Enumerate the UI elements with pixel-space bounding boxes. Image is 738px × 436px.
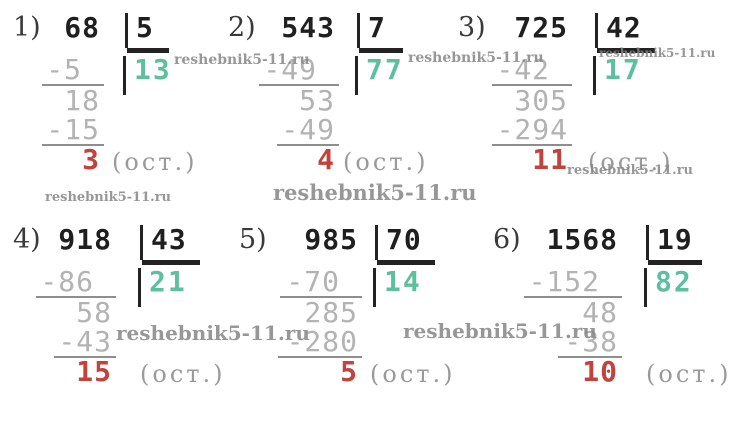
division-bracket-line: [125, 13, 128, 48]
subtraction-underline: [524, 296, 622, 298]
subtraction-underline: [558, 356, 622, 358]
partial-remainder: 53: [299, 84, 335, 117]
quotient: 82: [655, 265, 693, 298]
remainder-unit-label: (ост.): [140, 360, 226, 388]
quotient: 77: [366, 53, 404, 86]
watermark: reshebnik5-11.ru: [273, 180, 477, 205]
quotient: 13: [134, 53, 172, 86]
quotient: 14: [384, 265, 422, 298]
subtraction-underline: [54, 356, 116, 358]
subtraction-step: -49: [281, 113, 335, 146]
subtraction-underline: [36, 296, 116, 298]
watermark: reshebnik5-11.ru: [174, 52, 310, 68]
watermark: reshebnik5-11.ru: [567, 163, 694, 178]
watermark: reshebnik5-11.ru: [45, 190, 172, 205]
quotient-bracket-line: [373, 268, 376, 307]
problem-number: 2): [228, 12, 256, 43]
watermark: reshebnik5-11.ru: [403, 319, 597, 343]
remainder-unit-label: (ост.): [343, 148, 429, 176]
final-remainder: 4: [317, 143, 335, 176]
divisor: 42: [606, 11, 642, 44]
problem-number: 1): [13, 12, 41, 43]
dividend: 68: [64, 11, 100, 44]
subtraction-step: -49: [263, 53, 317, 86]
divisor: 43: [151, 223, 187, 256]
divisor: 5: [136, 11, 154, 44]
partial-remainder: 305: [514, 84, 568, 117]
divisor-underline: [127, 48, 169, 53]
watermark: reshebnik5-11.ru: [116, 321, 310, 345]
remainder-unit-label: (ост.): [588, 148, 674, 176]
division-bracket-line: [357, 13, 360, 48]
subtraction-step: -70: [286, 265, 340, 298]
subtraction-step: -5: [46, 53, 82, 86]
dividend: 918: [58, 223, 112, 256]
final-remainder: 15: [76, 355, 112, 388]
partial-remainder: 58: [76, 296, 112, 329]
remainder-unit-label: (ост.): [646, 360, 732, 388]
subtraction-underline: [259, 84, 339, 86]
partial-remainder: 18: [64, 84, 100, 117]
problem-number: 3): [458, 12, 486, 43]
division-bracket-line: [595, 13, 598, 48]
subtraction-underline: [42, 84, 104, 86]
final-remainder: 11: [532, 143, 568, 176]
divisor-underline: [648, 260, 702, 265]
quotient: 17: [604, 53, 642, 86]
division-problem-2: 2) 543 7 77 -49 53 -49 4 (ост.): [225, 10, 515, 215]
quotient: 21: [149, 265, 187, 298]
quotient-bracket-line: [644, 268, 647, 307]
divisor: 7: [368, 11, 386, 44]
subtraction-step: -86: [40, 265, 94, 298]
final-remainder: 3: [82, 143, 100, 176]
dividend: 985: [304, 223, 358, 256]
final-remainder: 10: [582, 355, 618, 388]
remainder-unit-label: (ост.): [370, 360, 456, 388]
subtraction-underline: [492, 84, 572, 86]
watermark: reshebnik5-11.ru: [408, 50, 544, 66]
final-remainder: 5: [340, 355, 358, 388]
dividend: 725: [514, 11, 568, 44]
subtraction-step: -43: [58, 325, 112, 358]
divisor-underline: [377, 260, 435, 265]
division-bracket-line: [646, 225, 649, 260]
subtraction-step: -280: [286, 325, 358, 358]
subtraction-underline: [278, 356, 362, 358]
division-problem-6: 6) 1568 19 82 -152 48 -38 10 (ост.): [490, 222, 738, 427]
problem-number: 5): [239, 224, 267, 255]
quotient-bracket-line: [138, 268, 141, 307]
subtraction-underline: [280, 296, 362, 298]
division-problem-4: 4) 918 43 21 -86 58 -43 15 (ост.): [10, 222, 300, 427]
quotient-bracket-line: [123, 56, 126, 95]
division-problem-5: 5) 985 70 14 -70 285 -280 5 (ост.): [236, 222, 526, 427]
subtraction-step: -152: [528, 265, 600, 298]
dividend: 543: [281, 11, 335, 44]
subtraction-step: -294: [496, 113, 568, 146]
divisor-underline: [359, 48, 403, 53]
watermark: reshebnik5-11.ru: [599, 46, 716, 60]
division-bracket-line: [140, 225, 143, 260]
subtraction-step: -15: [46, 113, 100, 146]
dividend: 1568: [546, 223, 618, 256]
divisor-underline: [142, 260, 200, 265]
subtraction-underline: [492, 144, 572, 146]
quotient-bracket-line: [593, 56, 596, 95]
subtraction-step: -38: [564, 325, 618, 358]
divisor-underline: [597, 48, 655, 53]
divisor: 19: [657, 223, 693, 256]
quotient-bracket-line: [355, 56, 358, 95]
division-problem-1: 1) 68 5 13 -5 18 -15 3 (ост.): [10, 10, 300, 215]
division-problem-3: 3) 725 42 17 -42 305 -294 11 (ост.): [455, 10, 738, 215]
remainder-unit-label: (ост.): [112, 148, 198, 176]
subtraction-underline: [42, 144, 104, 146]
partial-remainder: 285: [304, 296, 358, 329]
partial-remainder: 48: [582, 296, 618, 329]
division-bracket-line: [375, 225, 378, 260]
divisor: 70: [386, 223, 422, 256]
subtraction-step: -42: [496, 53, 550, 86]
subtraction-underline: [277, 144, 339, 146]
problem-number: 4): [13, 224, 41, 255]
problem-number: 6): [493, 224, 521, 255]
